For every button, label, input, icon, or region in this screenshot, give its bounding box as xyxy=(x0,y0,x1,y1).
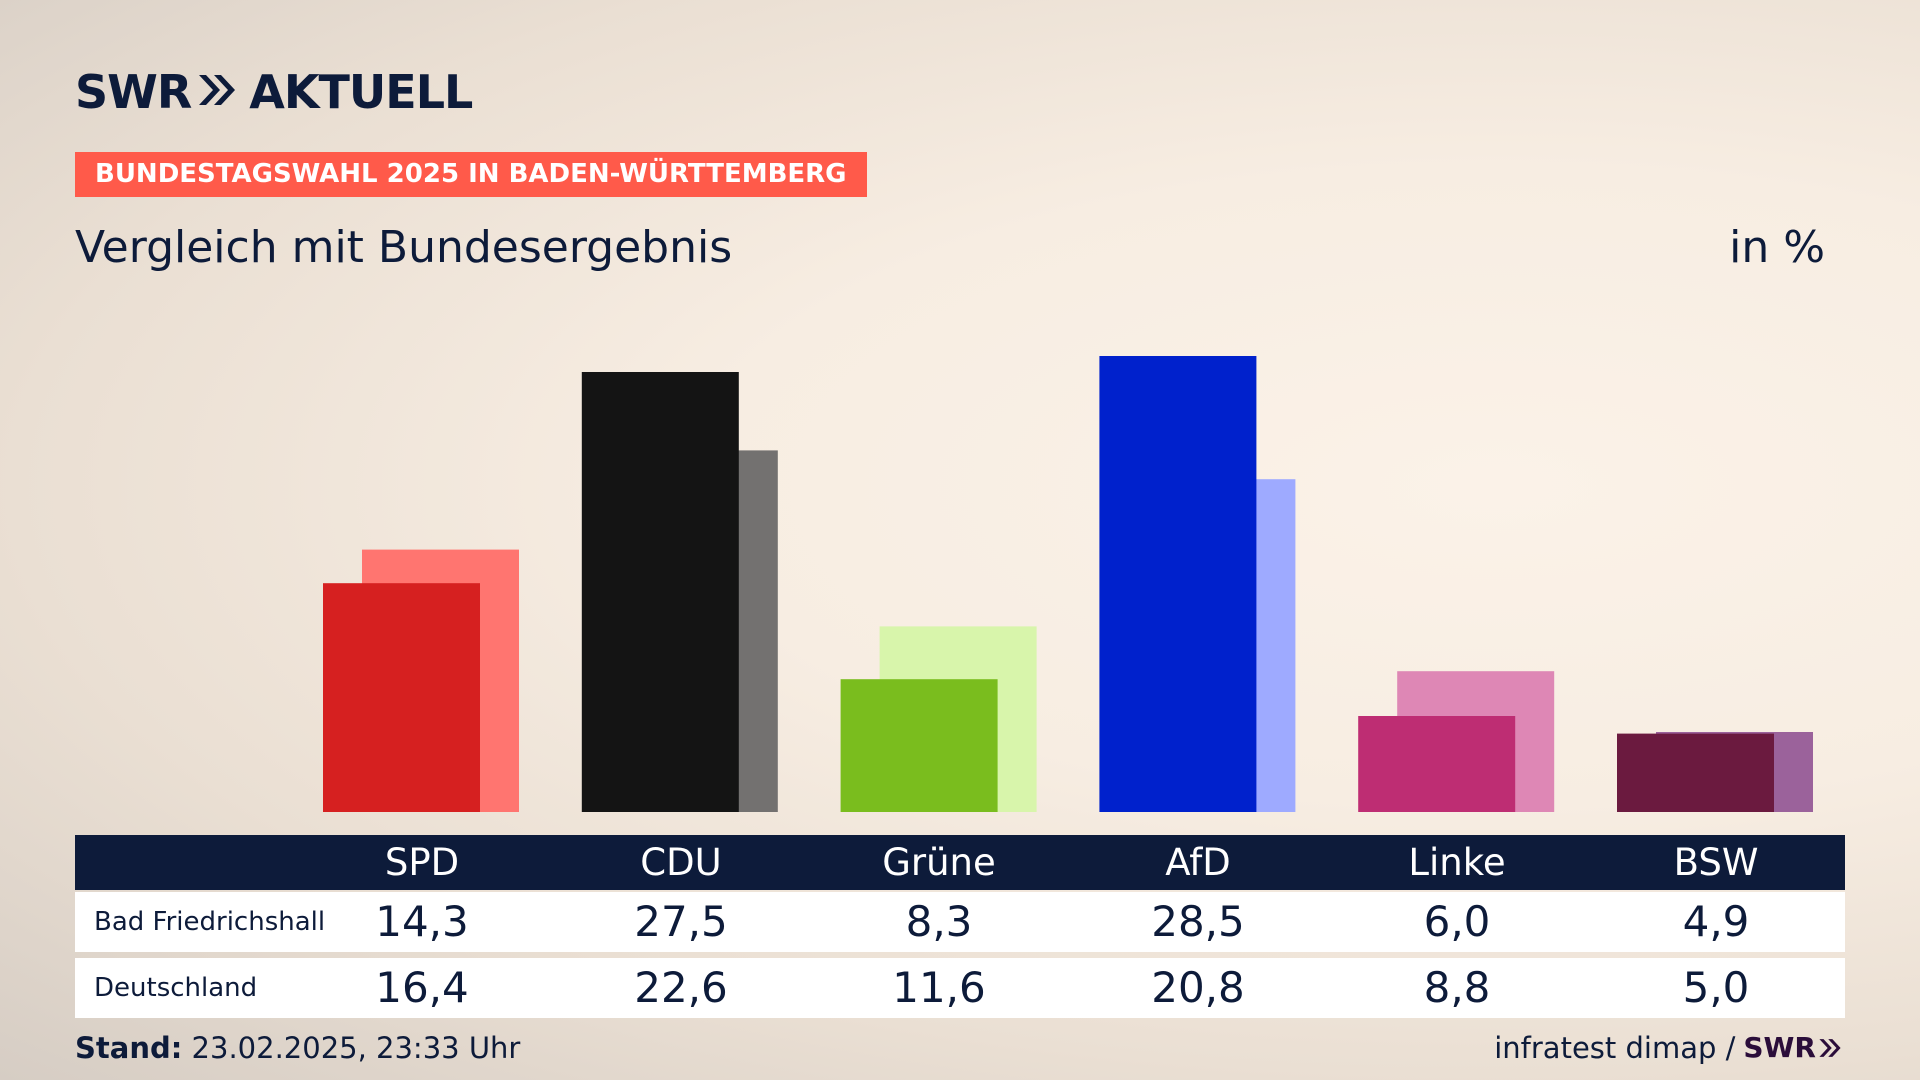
source-text: infratest dimap / xyxy=(1494,1031,1736,1065)
bar-deutschland-cdu xyxy=(620,450,778,812)
election-tag: BUNDESTAGSWAHL 2025 IN BADEN-WÜRTTEMBERG xyxy=(75,152,867,197)
small-logo-text: SWR xyxy=(1743,1031,1816,1064)
value-cell: 5,0 xyxy=(1682,963,1750,1012)
bar-deutschland-grune xyxy=(879,626,1037,812)
source-credit: infratest dimap / SWR xyxy=(1494,1028,1842,1068)
header-cell-bsw: BSW xyxy=(1673,841,1759,884)
value-cell: 16,4 xyxy=(375,963,469,1012)
bar-deutschland-linke xyxy=(1397,671,1555,812)
small-chevron-icon xyxy=(1819,1039,1841,1057)
table-header-row: SPD CDU Grüne AfD Linke BSW xyxy=(75,835,1845,890)
logo-swr-text: SWR xyxy=(75,65,192,119)
value-cell: 14,3 xyxy=(375,897,469,946)
logo-aktuell-text: AKTUELL xyxy=(249,65,473,119)
header-cell-cdu: CDU xyxy=(640,841,722,884)
value-cell: 22,6 xyxy=(634,963,728,1012)
swr-small-logo: SWR xyxy=(1743,1028,1842,1068)
row-label: Bad Friedrichshall xyxy=(94,907,326,937)
value-cell: 20,8 xyxy=(1151,963,1245,1012)
table-row: Deutschland 16,4 22,6 11,6 20,8 8,8 5,0 xyxy=(75,958,1845,1018)
bar-bad-friedrichshall-cdu xyxy=(581,372,739,812)
row-label: Deutschland xyxy=(94,973,258,1003)
bar-bad-friedrichshall-spd xyxy=(323,583,480,812)
unit-label: in % xyxy=(1729,222,1825,273)
swr-aktuell-logo: SWR AKTUELL xyxy=(75,65,473,119)
bar-bad-friedrichshall-grune xyxy=(840,679,998,812)
results-table: SPD CDU Grüne AfD Linke BSW Bad Friedric… xyxy=(75,835,1845,1018)
header-cell-afd: AfD xyxy=(1165,841,1231,884)
chart-title: Vergleich mit Bundesergebnis xyxy=(75,222,733,273)
value-cell: 4,9 xyxy=(1682,897,1750,946)
bar-deutschland-spd xyxy=(362,549,519,812)
value-cell: 27,5 xyxy=(634,897,728,946)
value-cell: 8,8 xyxy=(1423,963,1491,1012)
timestamp: Stand: 23.02.2025, 23:33 Uhr xyxy=(75,1028,520,1068)
header-cell-spd: SPD xyxy=(384,841,460,884)
table-row: Bad Friedrichshall 14,3 27,5 8,3 28,5 6,… xyxy=(75,892,1845,952)
bar-deutschland-bsw xyxy=(1656,732,1813,812)
header-cell-linke: Linke xyxy=(1408,841,1506,884)
value-cell: 8,3 xyxy=(905,897,973,946)
value-cell: 11,6 xyxy=(892,963,986,1012)
stand-value: 23.02.2025, 23:33 Uhr xyxy=(191,1031,521,1065)
bar-bad-friedrichshall-bsw xyxy=(1617,733,1774,812)
double-chevron-icon xyxy=(197,73,237,111)
bar-bad-friedrichshall-linke xyxy=(1358,716,1516,812)
value-cell: 28,5 xyxy=(1151,897,1245,946)
bar-deutschland-afd xyxy=(1138,479,1296,812)
stand-label: Stand: xyxy=(75,1031,183,1065)
bar-bad-friedrichshall-afd xyxy=(1099,356,1257,812)
value-cell: 6,0 xyxy=(1423,897,1491,946)
header-cell-gruene: Grüne xyxy=(882,841,996,884)
